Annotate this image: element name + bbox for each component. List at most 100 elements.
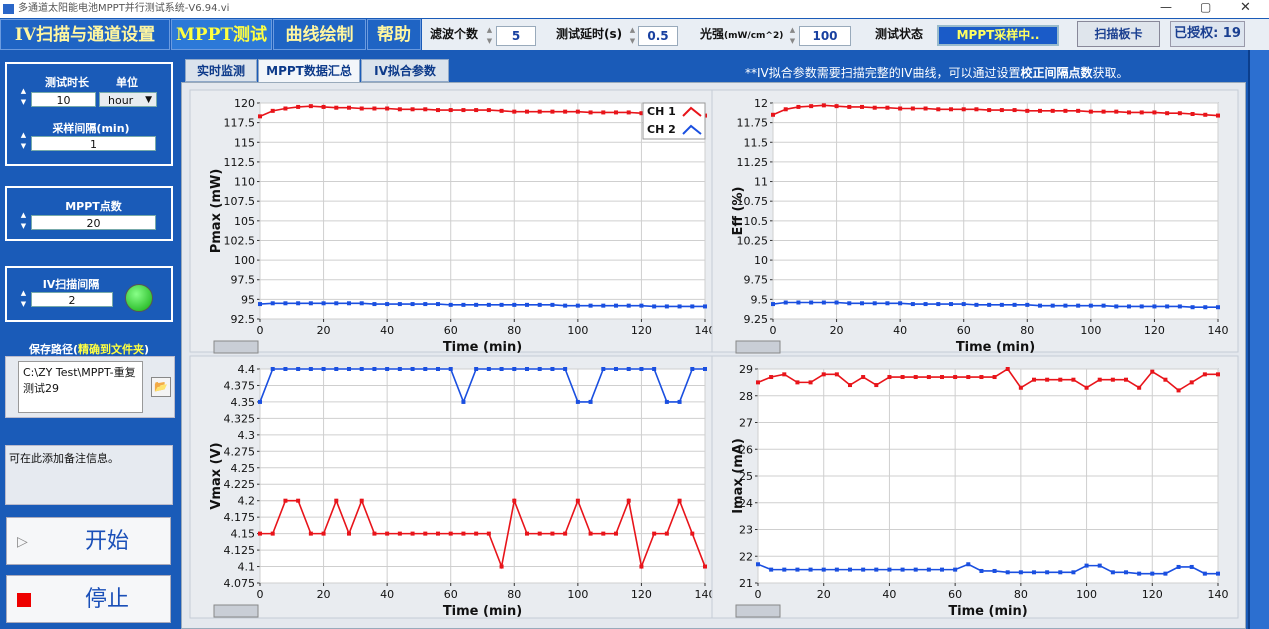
tab[interactable]: 帮助 bbox=[367, 19, 421, 50]
data-point bbox=[512, 302, 517, 307]
tab-active[interactable]: MPPT测试 bbox=[171, 19, 272, 50]
data-point bbox=[1038, 108, 1042, 113]
note: **IV拟合参数需要扫描完整的IV曲线，可以通过设置校正间隔点数获取。 bbox=[745, 64, 1129, 81]
data-point bbox=[703, 564, 707, 569]
y-tick-label: 97.5 bbox=[231, 274, 256, 287]
stop-button[interactable]: 停止 bbox=[6, 575, 171, 623]
data-point bbox=[847, 104, 852, 109]
data-point bbox=[334, 498, 339, 503]
data-point bbox=[652, 304, 657, 309]
data-point bbox=[448, 367, 453, 371]
browse-button[interactable]: 📂 bbox=[151, 377, 171, 397]
y-tick-label: 27 bbox=[739, 417, 753, 430]
unit-dropdown[interactable]: hour ▼ bbox=[99, 92, 157, 107]
y-tick-label: 28 bbox=[739, 390, 753, 403]
save-path-box: C:\ZY Test\MPPT-重复测试29 📂 bbox=[5, 356, 175, 418]
data-point bbox=[270, 531, 275, 536]
data-point bbox=[1076, 108, 1081, 113]
data-point bbox=[296, 301, 301, 306]
scan-button[interactable]: 扫描板卡 bbox=[1077, 21, 1160, 47]
data-point bbox=[639, 367, 644, 371]
spinner[interactable]: ▲ ▼ bbox=[20, 289, 27, 308]
data-point bbox=[614, 531, 618, 536]
data-point bbox=[423, 531, 428, 536]
start-button[interactable]: ▷ 开始 bbox=[6, 517, 171, 565]
restore-button[interactable]: ▢ bbox=[1200, 0, 1212, 14]
data-point bbox=[1058, 377, 1063, 382]
data-point bbox=[1025, 302, 1030, 307]
save-path-text: 保存路径( bbox=[28, 343, 78, 356]
data-point bbox=[1005, 367, 1010, 371]
data-point bbox=[486, 531, 491, 536]
mppt-points-input[interactable]: 20 bbox=[31, 215, 156, 230]
duration-panel: 测试时长 单位 ▲ ▼ 10 hour ▼ 采样间隔(min) ▲ ▼ 1 bbox=[5, 62, 173, 166]
delay-input[interactable]: 0.5 bbox=[638, 26, 678, 46]
data-point bbox=[1189, 380, 1194, 385]
data-point bbox=[334, 105, 339, 110]
remark-input[interactable]: 可在此添加备注信息。 bbox=[5, 445, 173, 505]
data-point bbox=[936, 107, 941, 112]
data-point bbox=[308, 367, 313, 371]
data-point bbox=[979, 375, 984, 380]
y-tick-label: 4.225 bbox=[224, 478, 256, 491]
spinner[interactable]: ▲ ▼ bbox=[789, 26, 796, 45]
light-label-text: 光强 bbox=[700, 27, 725, 41]
spinner[interactable]: ▲ ▼ bbox=[20, 87, 27, 106]
iv-interval-input[interactable]: 2 bbox=[31, 292, 113, 307]
data-point bbox=[1127, 304, 1131, 309]
data-point bbox=[347, 301, 351, 306]
save-path-input[interactable]: C:\ZY Test\MPPT-重复测试29 bbox=[18, 361, 143, 413]
spinner[interactable]: ▲ ▼ bbox=[486, 26, 493, 45]
series-line bbox=[772, 104, 1219, 117]
data-point bbox=[756, 562, 760, 567]
app-icon bbox=[3, 4, 14, 14]
tab[interactable]: IV扫描与通道设置 bbox=[0, 19, 170, 50]
data-point bbox=[308, 301, 313, 306]
subtab-active[interactable]: MPPT数据汇总 bbox=[258, 59, 360, 83]
data-point bbox=[1139, 304, 1144, 309]
data-point bbox=[258, 531, 262, 536]
x-tick-label: 60 bbox=[444, 324, 458, 337]
series-line bbox=[259, 368, 705, 405]
data-point bbox=[961, 302, 966, 307]
spinner[interactable]: ▲ ▼ bbox=[20, 211, 27, 230]
spinner[interactable]: ▲ ▼ bbox=[20, 131, 27, 150]
x-tick-label: 140 bbox=[695, 588, 716, 601]
data-point bbox=[550, 109, 555, 114]
x-tick-label: 80 bbox=[1014, 588, 1028, 601]
data-point bbox=[808, 567, 813, 572]
spinner[interactable]: ▲ ▼ bbox=[629, 26, 636, 45]
series-line bbox=[757, 563, 1218, 575]
y-tick-label: 4.1 bbox=[238, 561, 256, 574]
data-point bbox=[283, 301, 288, 306]
data-point bbox=[639, 564, 644, 569]
data-point bbox=[953, 375, 958, 380]
interval-input[interactable]: 1 bbox=[31, 136, 156, 151]
data-point bbox=[847, 301, 852, 306]
data-point bbox=[614, 367, 618, 371]
status-led bbox=[125, 284, 153, 312]
data-point bbox=[550, 302, 555, 307]
data-point bbox=[537, 531, 542, 536]
subtab[interactable]: 实时监测 bbox=[185, 59, 257, 82]
graph-tools bbox=[735, 604, 781, 618]
minimize-button[interactable]: — bbox=[1160, 0, 1172, 14]
data-point bbox=[499, 564, 504, 569]
unit-value: hour bbox=[108, 94, 134, 107]
note-emphasis: 校正间隔点数 bbox=[1020, 66, 1093, 80]
data-point bbox=[1063, 108, 1068, 113]
data-point bbox=[987, 108, 992, 113]
iv-interval-panel: IV扫描间隔 ▲ ▼ 2 bbox=[5, 266, 173, 322]
close-button[interactable]: ✕ bbox=[1240, 0, 1251, 15]
data-point bbox=[588, 303, 593, 308]
data-point bbox=[626, 367, 631, 371]
x-tick-label: 20 bbox=[817, 588, 831, 601]
tab[interactable]: 曲线绘制 bbox=[273, 19, 366, 50]
data-point bbox=[1216, 372, 1220, 377]
x-tick-label: 0 bbox=[257, 324, 264, 337]
y-tick-label: 11.5 bbox=[744, 136, 769, 149]
filter-input[interactable]: 5 bbox=[496, 26, 536, 46]
duration-input[interactable]: 10 bbox=[31, 92, 96, 107]
light-input[interactable]: 100 bbox=[799, 26, 851, 46]
subtab[interactable]: IV拟合参数 bbox=[361, 59, 449, 82]
